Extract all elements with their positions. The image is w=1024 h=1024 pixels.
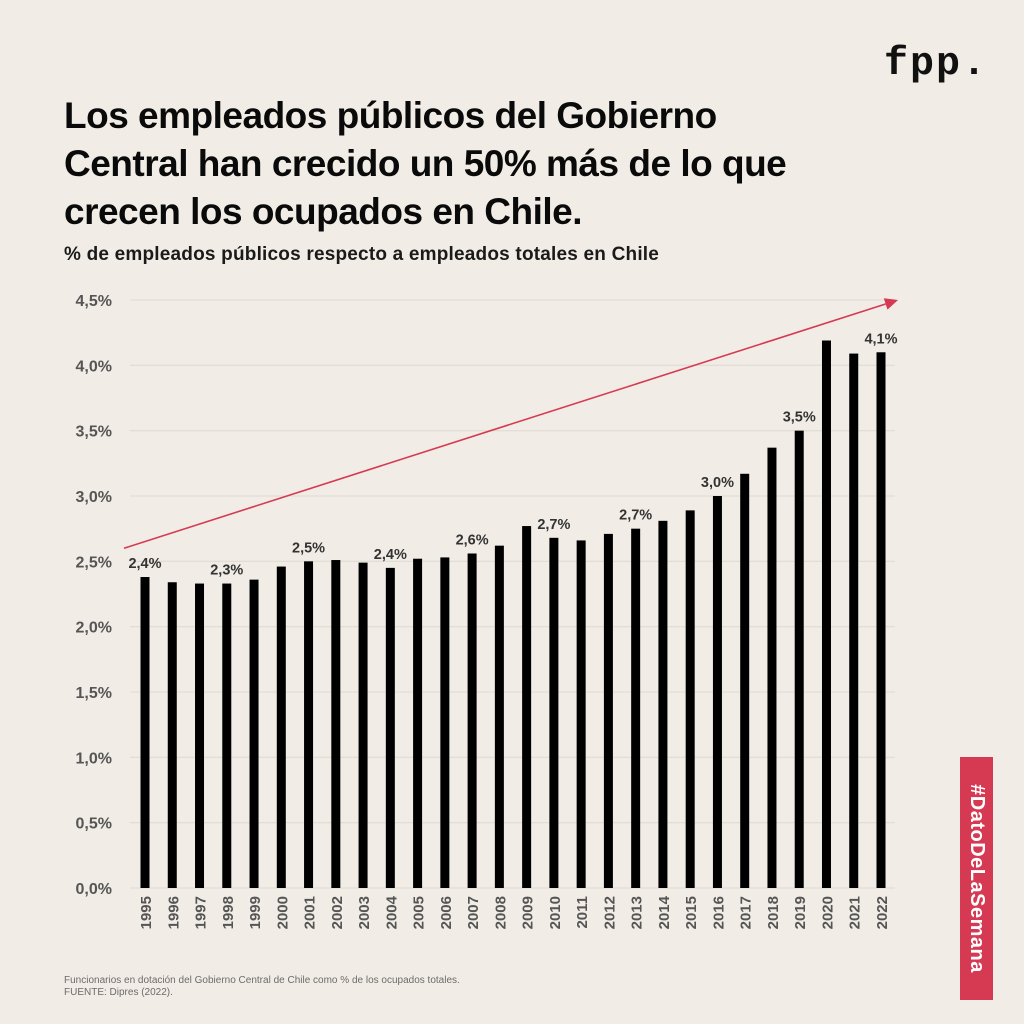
- bar-2017: [740, 473, 750, 888]
- y-tick-label: 3,0%: [76, 489, 112, 506]
- bar-2014: [658, 520, 668, 888]
- trend-arrow-line: [123, 303, 886, 550]
- y-tick-label: 0,5%: [76, 816, 112, 833]
- x-tick-label: 2012: [601, 896, 618, 929]
- bar-2012: [603, 533, 613, 888]
- x-tick-label: 2006: [438, 896, 455, 929]
- hashtag-text: #DatoDeLaSemana: [966, 784, 988, 973]
- x-tick-label: 2007: [465, 896, 482, 929]
- bar-1996: [167, 582, 177, 888]
- x-tick-label: 1999: [247, 896, 264, 929]
- x-tick-label: 1998: [220, 896, 237, 929]
- bar-2022: [876, 352, 886, 888]
- bar-2018: [767, 447, 777, 888]
- bar-2006: [440, 557, 450, 888]
- x-tick-label: 2010: [547, 896, 564, 929]
- bar-1998: [222, 583, 232, 888]
- x-tick-label: 2000: [274, 896, 291, 929]
- bar-2016: [712, 496, 722, 888]
- x-tick-label: 2016: [710, 896, 727, 929]
- x-tick-label: 1996: [165, 896, 182, 929]
- x-tick-label: 2003: [356, 896, 373, 929]
- bar-2008: [494, 545, 504, 888]
- x-tick-label: 2001: [302, 896, 319, 929]
- chart-subtitle: % de empleados públicos respecto a emple…: [64, 244, 660, 265]
- trend-arrow: [123, 298, 898, 550]
- bar-2020: [821, 340, 831, 888]
- bar-2009: [522, 526, 532, 888]
- y-tick-label: 3,5%: [76, 424, 112, 441]
- data-label: 2,7%: [619, 508, 652, 524]
- bar-2004: [385, 567, 395, 888]
- hashtag-badge: #DatoDeLaSemana: [960, 757, 993, 1000]
- x-tick-label: 1995: [138, 896, 155, 929]
- bar-2021: [849, 353, 859, 888]
- x-tick-label: 2008: [492, 896, 509, 929]
- x-tick-label: 1997: [193, 896, 210, 929]
- y-tick-label: 1,0%: [76, 750, 112, 767]
- y-tick-label: 1,5%: [76, 685, 112, 702]
- bars-layer: [140, 340, 886, 888]
- bar-1997: [195, 583, 205, 888]
- x-tick-label: 2004: [383, 895, 400, 929]
- x-tick-label: 2005: [411, 896, 428, 929]
- trend-arrow-head: [883, 298, 898, 310]
- bar-2000: [276, 566, 286, 888]
- footnote-description: Funcionarios en dotación del Gobierno Ce…: [64, 975, 460, 986]
- y-tick-label: 4,5%: [76, 293, 112, 310]
- labels-layer: 1995 1996 1997 1998 1999 2000 2001 2002 2003 2004…: [128, 331, 897, 929]
- data-label: 2,7%: [537, 517, 570, 533]
- x-tick-label: 2013: [629, 896, 646, 929]
- x-tick-label: 2002: [329, 896, 346, 929]
- x-tick-label: 2020: [819, 896, 836, 929]
- bar-2010: [549, 537, 559, 888]
- data-label: 2,4%: [128, 556, 161, 572]
- y-tick-label: 0,0%: [76, 881, 112, 898]
- bar-1999: [249, 579, 259, 888]
- bar-2003: [358, 562, 368, 888]
- x-tick-label: 2022: [874, 896, 891, 929]
- x-tick-label: 2017: [738, 896, 755, 929]
- bar-2005: [413, 558, 423, 888]
- x-tick-label: 2019: [792, 896, 809, 929]
- bar-2002: [331, 560, 341, 888]
- y-tick-label: 2,5%: [76, 554, 112, 571]
- x-tick-label: 2014: [656, 895, 673, 929]
- y-tick-label: 4,0%: [76, 358, 112, 375]
- data-label: 2,3%: [210, 563, 243, 579]
- data-label: 3,0%: [701, 475, 734, 491]
- footnote: Funcionarios en dotación del Gobierno Ce…: [64, 975, 460, 999]
- data-label: 2,6%: [456, 532, 489, 548]
- x-tick-label: 2021: [847, 896, 864, 929]
- x-tick-label: 2009: [520, 896, 537, 929]
- bar-2007: [467, 553, 477, 888]
- x-tick-label: 2015: [683, 896, 700, 929]
- bar-2019: [794, 430, 804, 888]
- data-label: 4,1%: [864, 331, 897, 347]
- bar-1995: [140, 577, 150, 888]
- x-tick-label: 2018: [765, 896, 782, 929]
- bar-2013: [631, 528, 641, 888]
- x-tick-label: 2011: [574, 896, 591, 929]
- data-label: 2,5%: [292, 540, 325, 556]
- data-label: 2,4%: [374, 547, 407, 563]
- page-title: Los empleados públicos del Gobierno Cent…: [64, 95, 787, 232]
- data-label: 3,5%: [783, 410, 816, 426]
- bar-2001: [304, 561, 314, 888]
- footnote-source: FUENTE: Dipres (2022).: [64, 987, 173, 998]
- bar-2011: [576, 540, 586, 888]
- bar-2015: [685, 510, 695, 888]
- y-tick-label: 2,0%: [76, 620, 112, 637]
- fpp-logo: fpp.: [883, 42, 988, 87]
